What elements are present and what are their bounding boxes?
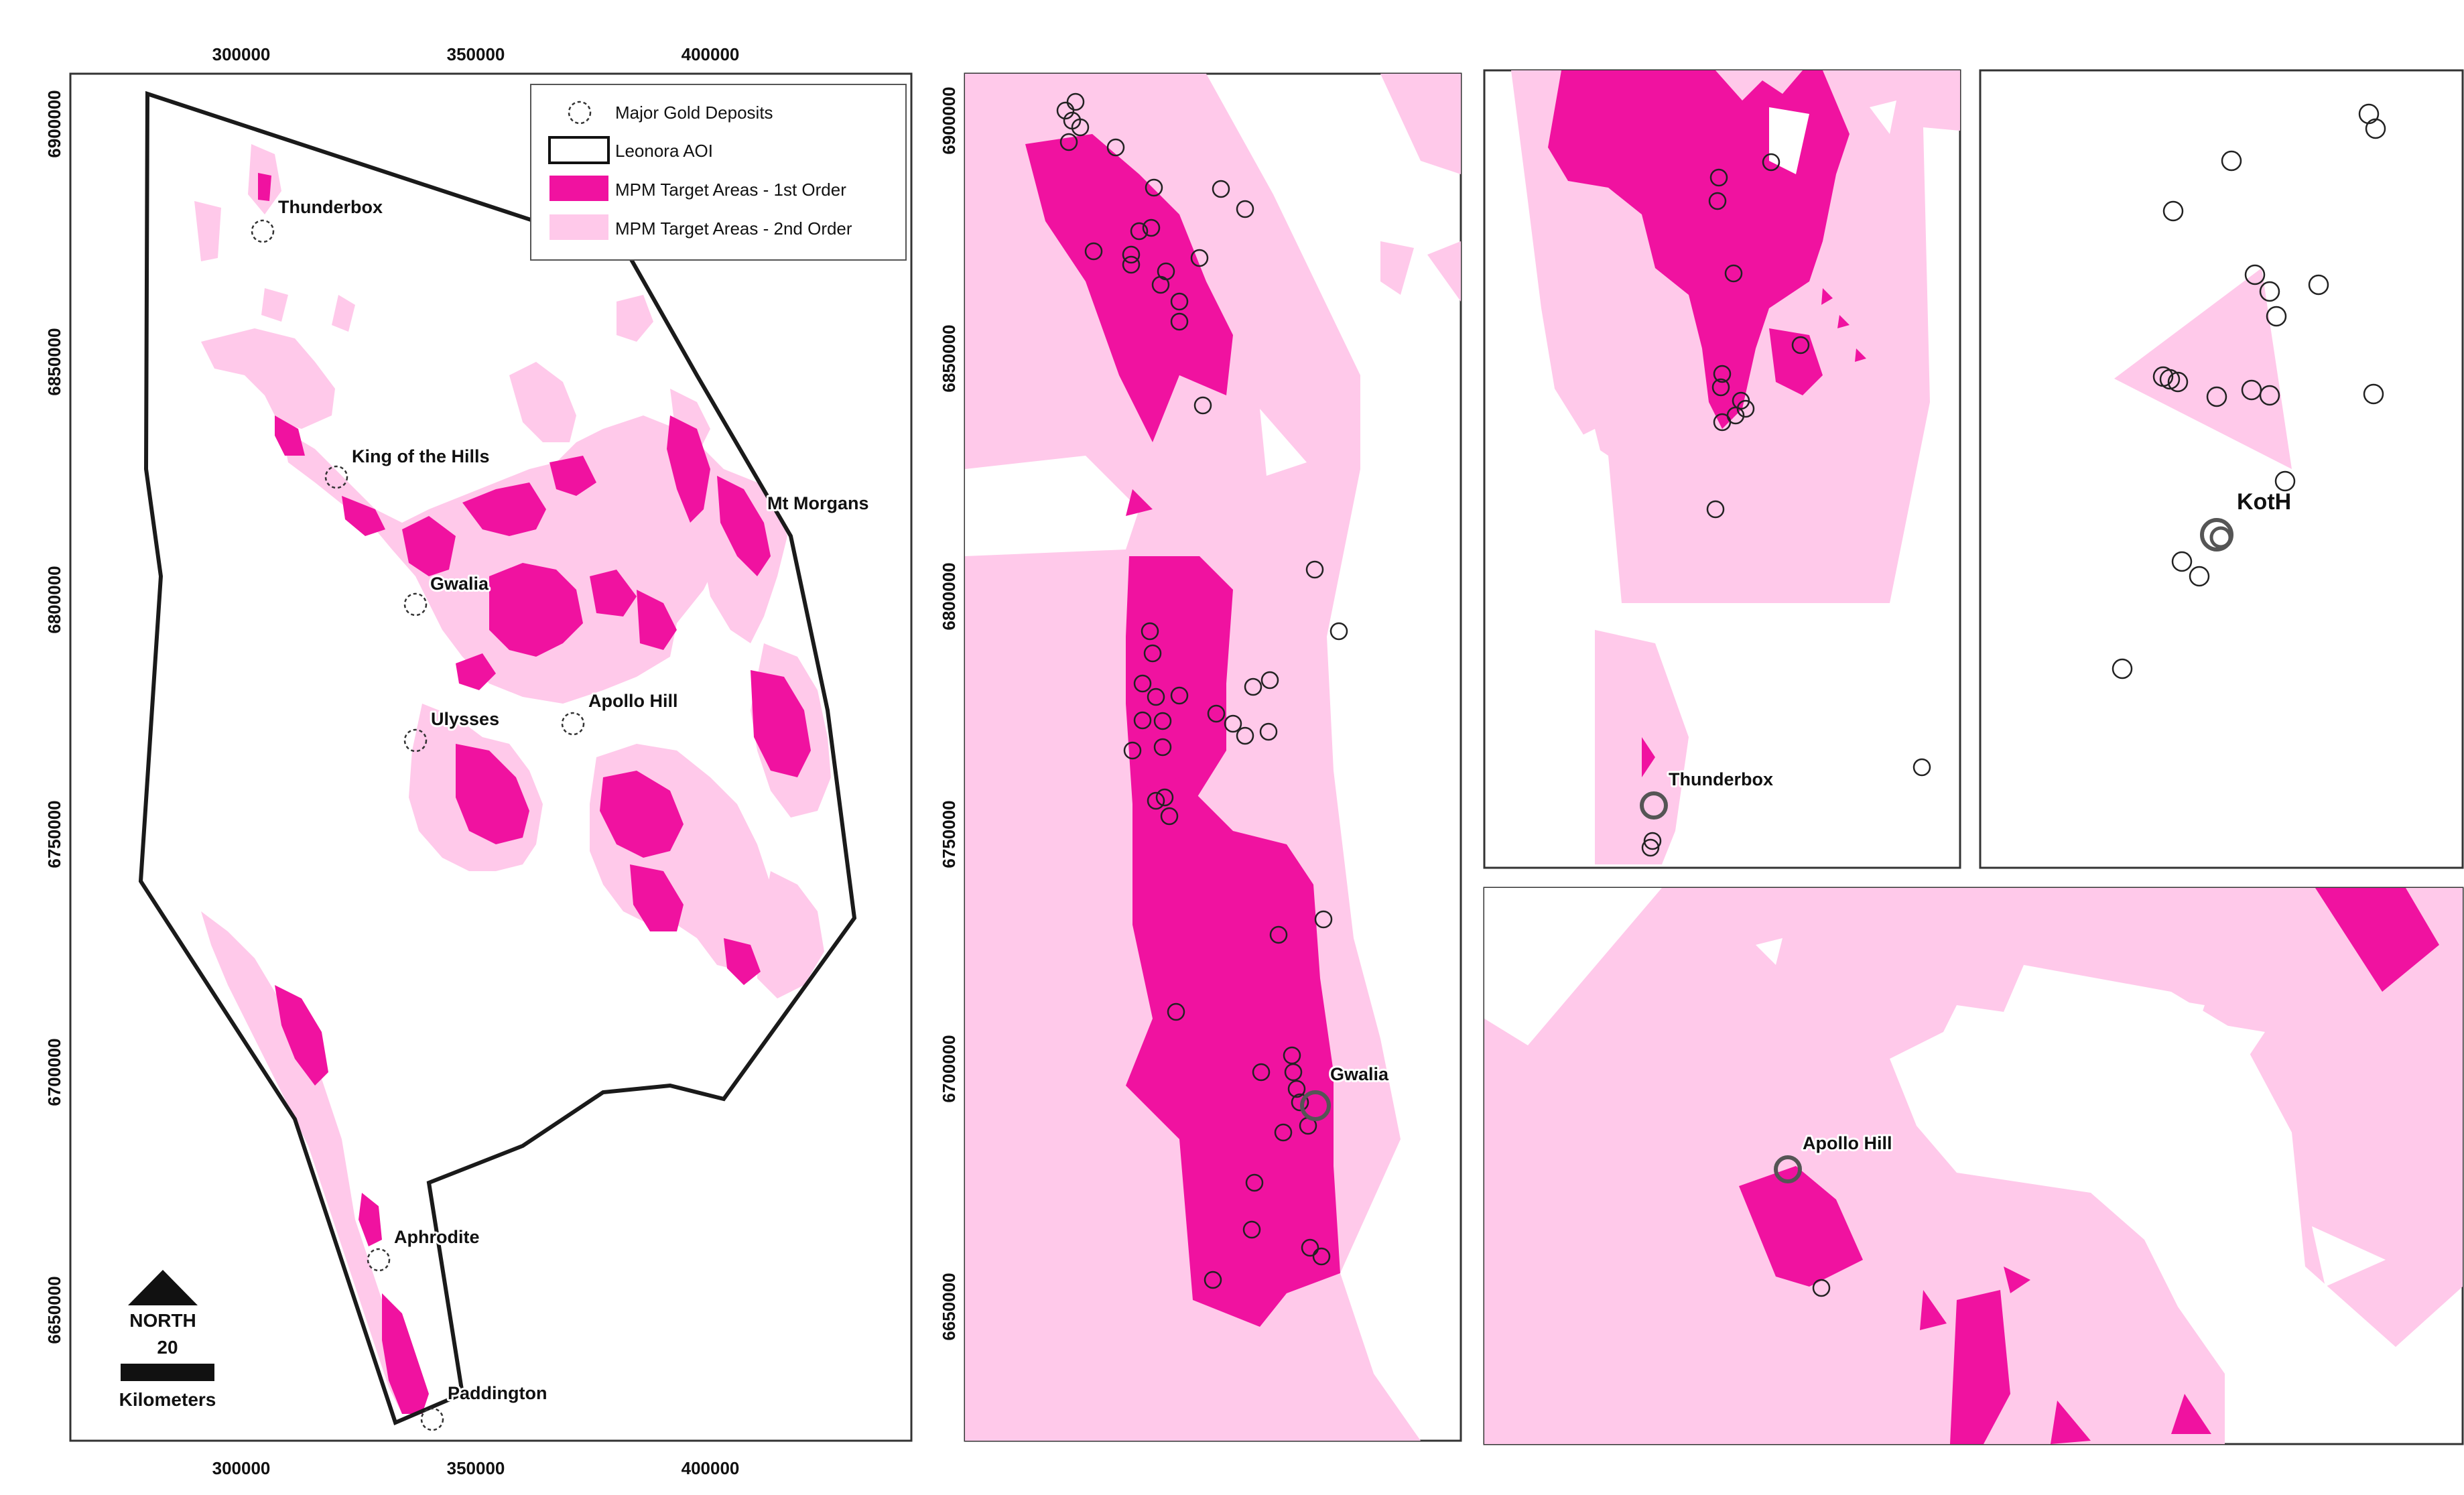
apollo-hill-panel: Apollo Hill — [1483, 887, 2464, 1445]
magenta-swatch-icon — [549, 176, 608, 201]
north-arrow-icon — [128, 1270, 198, 1305]
thunderbox-panel-label: Thunderbox — [1669, 769, 1773, 789]
x-tick-top-400000: 400000 — [682, 44, 740, 64]
label-gwalia: Gwalia — [430, 574, 489, 594]
ulysses-marker — [403, 728, 428, 753]
legend-label-major-gold-deposits: Major Gold Deposits — [615, 103, 773, 123]
gwalia-panel: Gwalia 6900000 6850000 6800000 6750000 6… — [939, 72, 1462, 1442]
x-tick-bottom-300000: 300000 — [212, 1458, 271, 1478]
gold-deposit-markers — [251, 219, 585, 1431]
gwalia-y-tick-6850000: 6850000 — [939, 324, 959, 392]
x-tick-bottom-400000: 400000 — [682, 1458, 740, 1478]
main-map-target-areas — [194, 144, 831, 1414]
koth-panel: KotH — [1979, 69, 2464, 869]
leonora-aoi-outline — [138, 90, 857, 1426]
first-order-areas — [258, 173, 811, 1414]
koth-target-areas — [2114, 268, 2292, 469]
gwalia-y-tick-6650000: 6650000 — [939, 1273, 959, 1340]
gwalia-marker — [403, 592, 428, 616]
y-tick-6750000: 6750000 — [44, 800, 64, 868]
y-tick-6800000: 6800000 — [44, 566, 64, 633]
north-arrow: NORTH — [128, 1270, 198, 1331]
apollo-hill-marker — [561, 712, 585, 736]
x-tick-top-300000: 300000 — [212, 44, 271, 64]
y-tick-6850000: 6850000 — [44, 328, 64, 395]
north-label: NORTH — [129, 1310, 196, 1331]
thunderbox-deposit-markers — [1640, 153, 1931, 857]
legend-label-2nd-order: MPM Target Areas - 2nd Order — [615, 218, 852, 239]
apollo-deposit-markers — [1774, 1155, 1831, 1297]
apollo-panel-label: Apollo Hill — [1803, 1133, 1892, 1153]
label-paddington: Paddington — [448, 1383, 547, 1403]
label-apollo-hill: Apollo Hill — [588, 691, 677, 711]
king-of-the-hills-marker — [324, 465, 348, 489]
thunderbox-panel: Thunderbox — [1483, 69, 1961, 869]
x-tick-top-350000: 350000 — [447, 44, 505, 64]
deposit-labels: Thunderbox King of the Hills Mt Morgans … — [276, 195, 871, 1405]
map-legend: Major Gold Deposits Leonora AOI MPM Targ… — [530, 84, 907, 261]
apollo-target-areas — [1484, 888, 2463, 1444]
scale-bar-unit: Kilometers — [119, 1389, 216, 1410]
y-tick-6700000: 6700000 — [44, 1038, 64, 1106]
x-tick-bottom-350000: 350000 — [447, 1458, 505, 1478]
aphrodite-marker — [367, 1248, 391, 1272]
gwalia-y-tick-6750000: 6750000 — [939, 800, 959, 868]
koth-panel-frame — [1979, 69, 2464, 869]
gwalia-y-tick-6800000: 6800000 — [939, 562, 959, 630]
thunderbox-highlight-marker — [1640, 791, 1668, 820]
legend-label-leonora-aoi: Leonora AOI — [615, 141, 713, 161]
pink-swatch-icon — [549, 214, 608, 240]
scale-bar: 20 Kilometers — [119, 1337, 216, 1410]
y-tick-6900000: 6900000 — [44, 90, 64, 157]
label-mt-morgans: Mt Morgans — [767, 493, 869, 513]
label-thunderbox: Thunderbox — [278, 197, 383, 217]
legend-label-1st-order: MPM Target Areas - 1st Order — [615, 180, 846, 200]
gwalia-panel-axis: 6900000 6850000 6800000 6750000 6700000 … — [939, 86, 959, 1340]
koth-panel-label: KotH — [2237, 489, 2291, 515]
paddington-marker — [420, 1407, 444, 1431]
scale-bar-value: 20 — [157, 1337, 178, 1358]
dashed-circle-icon — [568, 101, 592, 125]
main-map-axes: 300000 350000 400000 300000 350000 40000… — [44, 44, 739, 1478]
thunderbox-marker — [251, 219, 275, 243]
label-aphrodite: Aphrodite — [394, 1227, 480, 1247]
gwalia-panel-label: Gwalia — [1330, 1064, 1389, 1084]
gwalia-highlight-marker — [1300, 1090, 1331, 1121]
outline-box-icon — [548, 136, 610, 164]
gwalia-y-tick-6700000: 6700000 — [939, 1035, 959, 1102]
y-tick-6650000: 6650000 — [44, 1276, 64, 1344]
thunderbox-target-areas — [1511, 70, 1960, 864]
main-map-panel: Thunderbox King of the Hills Mt Morgans … — [44, 44, 913, 1478]
label-ulysses: Ulysses — [431, 709, 499, 729]
gwalia-y-tick-6900000: 6900000 — [939, 86, 959, 154]
scale-bar-rect — [121, 1364, 214, 1381]
apollo-hill-highlight-marker — [1774, 1155, 1802, 1183]
label-king-of-the-hills: King of the Hills — [352, 446, 490, 466]
koth-deposit-markers — [2112, 103, 2386, 679]
gwalia-deposit-markers — [1056, 92, 1348, 1289]
